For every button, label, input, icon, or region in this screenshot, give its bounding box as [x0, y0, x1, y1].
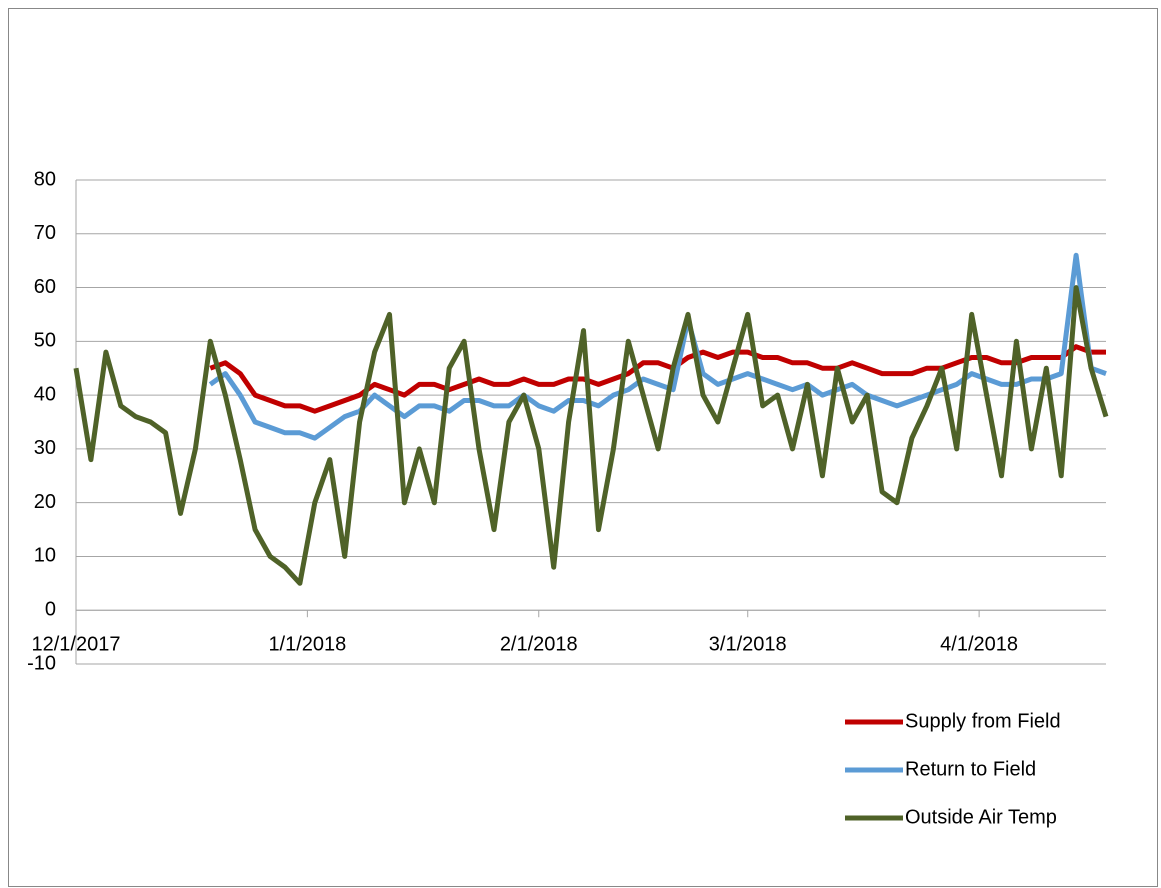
- y-tick-label: 10: [34, 545, 56, 567]
- x-tick-label: 12/1/2017: [32, 633, 121, 655]
- x-tick-label: 1/1/2018: [268, 633, 346, 655]
- chart-frame: [8, 8, 1158, 887]
- legend-label: Return to Field: [905, 758, 1036, 780]
- y-tick-label: 80: [34, 168, 56, 190]
- x-tick-label: 4/1/2018: [940, 633, 1018, 655]
- y-tick-label: 60: [34, 276, 56, 298]
- y-tick-label: -10: [27, 652, 56, 674]
- legend-label: Outside Air Temp: [905, 806, 1057, 828]
- series-line: [73, 285, 1109, 586]
- y-tick-label: 30: [34, 437, 56, 459]
- y-tick-label: 70: [34, 222, 56, 244]
- x-tick-label: 2/1/2018: [500, 633, 578, 655]
- legend-label: Supply from Field: [905, 710, 1061, 732]
- y-tick-label: 20: [34, 491, 56, 513]
- y-tick-label: 0: [45, 599, 56, 621]
- y-tick-label: 40: [34, 383, 56, 405]
- series-line: [209, 344, 1106, 414]
- x-tick-label: 3/1/2018: [709, 633, 787, 655]
- y-tick-label: 50: [34, 330, 56, 352]
